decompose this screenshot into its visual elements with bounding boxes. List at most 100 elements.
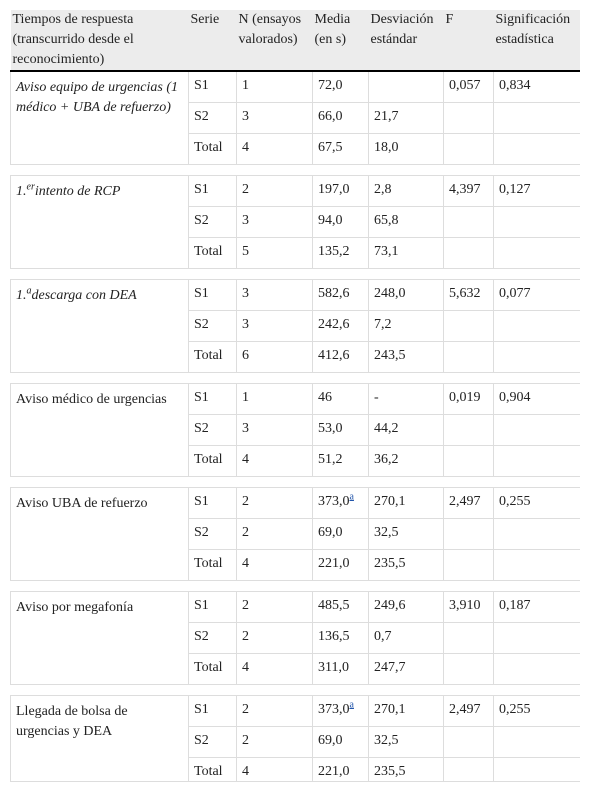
footnote-link[interactable]: a — [349, 491, 354, 503]
sig-cell — [493, 206, 580, 238]
media-cell: 197,0 — [312, 175, 369, 207]
spacer-row — [10, 372, 580, 384]
n-cell: 1 — [236, 70, 313, 103]
data-row: S2 2 69,0 32,5 — [11, 518, 580, 550]
spacer-row — [10, 476, 580, 488]
group-label-cell: Llegada de bolsa de urgencias y DEA — [10, 695, 189, 781]
footnote-ref: a — [350, 491, 354, 502]
data-row: Aviso médico de urgencias S1 1 46 -0,019 0,90… — [10, 383, 580, 477]
media-cell: 69,0 — [312, 726, 369, 758]
media-value: 135,2 — [318, 244, 350, 259]
group-label: 1. — [16, 288, 27, 303]
sig-cell — [493, 757, 580, 781]
data-row: Total 4 221,0 235,5 — [11, 549, 580, 581]
sd-cell: 247,7 — [368, 653, 444, 685]
sig-cell — [493, 726, 580, 758]
n-cell: 3 — [236, 414, 313, 446]
spacer-cell — [10, 580, 580, 592]
n-cell: 5 — [236, 237, 313, 269]
n-cell: 2 — [236, 726, 313, 758]
f-cell — [443, 518, 494, 550]
table-body: Aviso equipo de urgencias (1 médico + UB… — [10, 70, 580, 781]
data-row: S2 2 136,5 0,7 — [11, 622, 580, 654]
f-cell: 4,397 — [443, 175, 494, 207]
serie-cell: S1 — [188, 70, 237, 103]
sig-cell — [493, 622, 580, 654]
sd-cell: 249,6 — [368, 591, 444, 623]
f-cell — [443, 549, 494, 581]
media-value: 221,0 — [318, 556, 350, 571]
sd-cell: 7,2 — [368, 310, 444, 342]
media-value: 221,0 — [318, 764, 350, 779]
media-cell: 69,0 — [312, 518, 369, 550]
footnote-link[interactable]: a — [349, 699, 354, 711]
sd-cell: - — [368, 383, 444, 415]
n-cell: 4 — [236, 549, 313, 581]
sd-cell: 21,7 — [368, 102, 444, 134]
sig-cell — [493, 133, 580, 165]
f-cell — [443, 445, 494, 477]
serie-cell: S1 — [188, 487, 237, 519]
sd-cell: 248,0 — [368, 279, 444, 311]
data-row: Total 4 67,5 18,0 — [11, 133, 580, 165]
media-cell: 485,5 — [312, 591, 369, 623]
serie-cell: S2 — [188, 310, 237, 342]
media-cell: 135,2 — [312, 237, 369, 269]
table-container: Tiempos de respuesta (transcurrido desde… — [10, 10, 580, 782]
f-cell — [443, 653, 494, 685]
n-cell: 4 — [236, 133, 313, 165]
serie-cell: Total — [188, 653, 237, 685]
group-label-cell: Aviso médico de urgencias — [10, 383, 189, 477]
footnote-ref: a — [350, 699, 354, 710]
data-row: 1.erintento de RCP S1 2 197,0 2,8 4,397 0,127 — [10, 175, 580, 269]
data-row: S2 3 94,0 65,8 — [11, 206, 580, 238]
spacer-row — [10, 268, 580, 280]
n-cell: 2 — [236, 591, 313, 623]
serie-cell: Total — [188, 237, 237, 269]
sd-cell: 32,5 — [368, 518, 444, 550]
f-cell: 3,910 — [443, 591, 494, 623]
sd-cell: 270,1 — [368, 487, 444, 519]
sig-cell: 0,255 — [493, 695, 580, 727]
group-label: Aviso por megafonía — [16, 600, 134, 615]
sd-cell: 235,5 — [368, 549, 444, 581]
group-label: Aviso UBA de refuerzo — [16, 496, 148, 511]
serie-cell: S1 — [188, 591, 237, 623]
media-cell: 582,6 — [312, 279, 369, 311]
data-row: Llegada de bolsa de urgencias y DEA S1 2 37… — [10, 695, 580, 781]
sig-cell — [493, 310, 580, 342]
sig-cell — [493, 102, 580, 134]
sig-cell: 0,127 — [493, 175, 580, 207]
sd-cell: 65,8 — [368, 206, 444, 238]
spacer-cell — [10, 476, 580, 488]
spacer-cell — [10, 372, 580, 384]
spacer-row — [10, 164, 580, 176]
data-row: Aviso por megafonía S1 2 485,5 249,6 3,910 0,1… — [10, 591, 580, 685]
media-value: 72,0 — [318, 78, 343, 93]
header-cell: N (ensayos valorados) — [236, 10, 313, 72]
n-cell: 2 — [236, 695, 313, 727]
data-row: Total 4 311,0 247,7 — [11, 653, 580, 685]
sig-cell: 0,187 — [493, 591, 580, 623]
header-row: Tiempos de respuesta (transcurrido desde… — [10, 10, 580, 72]
n-cell: 3 — [236, 102, 313, 134]
f-cell — [443, 206, 494, 238]
n-cell: 3 — [236, 310, 313, 342]
serie-cell: S1 — [188, 279, 237, 311]
media-cell: 66,0 — [312, 102, 369, 134]
media-value: 46 — [318, 390, 332, 405]
media-value: 69,0 — [318, 733, 343, 748]
f-cell — [443, 133, 494, 165]
media-cell: 221,0 — [312, 549, 369, 581]
media-cell: 221,0 — [312, 757, 369, 781]
data-row: Total 4 221,0 235,5 — [11, 757, 580, 781]
sd-cell: 32,5 — [368, 726, 444, 758]
sig-cell — [493, 341, 580, 373]
sig-cell: 0,255 — [493, 487, 580, 519]
media-value: 136,5 — [318, 629, 350, 644]
group-label-cell: 1.erintento de RCP — [10, 175, 189, 269]
group-label-cell: Aviso por megafonía — [10, 591, 189, 685]
spacer-row — [10, 580, 580, 592]
data-row: S2 2 69,0 32,5 — [11, 726, 580, 758]
